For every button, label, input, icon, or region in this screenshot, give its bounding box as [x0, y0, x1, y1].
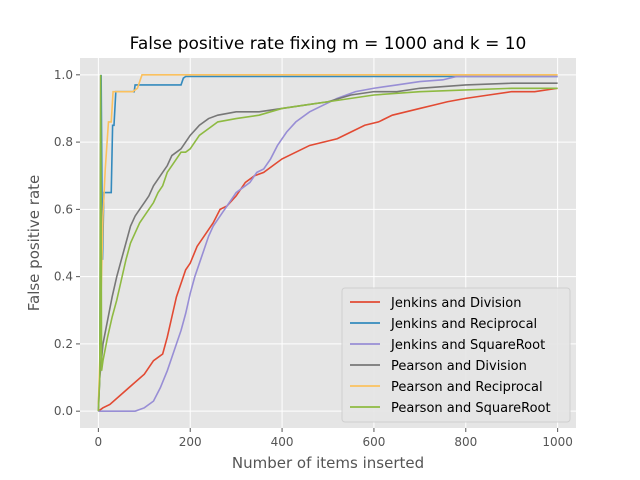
series-line-pearson-and-reciprocal [97, 74, 558, 405]
y-tick-label: 1.0 [54, 68, 73, 82]
chart-title: False positive rate fixing m = 1000 and … [130, 34, 527, 54]
x-axis-label: Number of items inserted [232, 454, 424, 472]
y-tick-label: 0.8 [54, 135, 73, 149]
y-tick-label: 0.2 [54, 337, 73, 351]
legend-label: Pearson and Division [391, 359, 527, 374]
x-tick-label: 200 [179, 435, 202, 449]
y-tick-label: 0.0 [54, 404, 73, 418]
series-line-pearson-and-division [97, 82, 558, 412]
x-tick-label: 600 [362, 435, 385, 449]
legend-label: Jenkins and Reciprocal [390, 317, 537, 332]
legend-label: Jenkins and SquareRoot [390, 338, 545, 353]
legend-box [341, 287, 571, 423]
legend-label: Pearson and Reciprocal [391, 380, 543, 395]
series-line-jenkins-and-division [97, 87, 558, 412]
x-tick-label: 800 [454, 435, 477, 449]
series-line-pearson-and-squareroot [97, 74, 558, 412]
x-axis-ticks: 0 200 400 600 800 1000 [95, 428, 573, 449]
y-axis-ticks: 0.0 0.2 0.4 0.6 0.8 1.0 [54, 68, 80, 418]
x-tick-label: 0 [95, 435, 103, 449]
series-line-jenkins-and-squareroot [98, 75, 558, 412]
legend-label: Pearson and SquareRoot [391, 401, 551, 416]
legend: Jenkins and Division Jenkins and Reciproc… [341, 287, 571, 423]
y-tick-label: 0.4 [54, 270, 73, 284]
legend-label: Jenkins and Division [390, 296, 521, 311]
x-tick-label: 1000 [542, 435, 573, 449]
x-tick-label: 400 [271, 435, 294, 449]
y-axis-label: False positive rate [25, 175, 43, 312]
y-tick-label: 0.6 [54, 202, 73, 216]
series-lines [97, 74, 558, 412]
grid [80, 58, 576, 428]
